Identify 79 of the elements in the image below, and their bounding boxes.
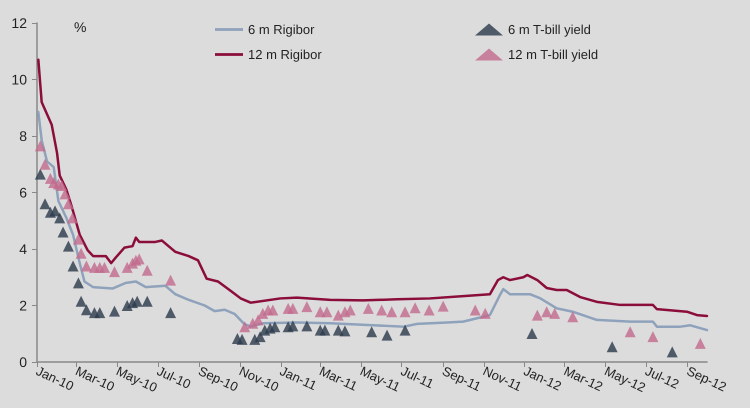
point bbox=[526, 328, 538, 339]
point bbox=[301, 320, 312, 332]
point bbox=[60, 188, 71, 200]
point bbox=[76, 248, 87, 259]
point bbox=[666, 346, 678, 358]
point bbox=[344, 304, 356, 316]
point bbox=[362, 302, 374, 314]
point bbox=[267, 304, 278, 316]
point bbox=[122, 262, 133, 273]
point bbox=[339, 325, 350, 336]
point bbox=[40, 198, 51, 210]
point bbox=[66, 212, 78, 224]
point bbox=[694, 338, 706, 349]
legend-label: 12 m T-bill yield bbox=[508, 47, 598, 62]
point bbox=[58, 226, 69, 238]
point bbox=[40, 158, 51, 170]
point bbox=[269, 321, 280, 332]
point bbox=[438, 300, 449, 312]
point bbox=[94, 307, 106, 318]
point bbox=[142, 264, 153, 276]
point bbox=[239, 321, 250, 332]
point bbox=[165, 307, 176, 318]
y-tick-label: 0 bbox=[19, 354, 28, 370]
point bbox=[386, 306, 398, 318]
point bbox=[424, 304, 435, 316]
point bbox=[62, 198, 74, 210]
point bbox=[236, 334, 248, 345]
point bbox=[410, 302, 421, 314]
point bbox=[332, 310, 344, 321]
point bbox=[606, 341, 618, 352]
point bbox=[54, 212, 66, 224]
point bbox=[321, 306, 332, 318]
point bbox=[72, 234, 84, 245]
point bbox=[165, 274, 176, 286]
point bbox=[80, 260, 92, 272]
y-tick-label: 6 bbox=[19, 184, 28, 200]
y-tick-label: 10 bbox=[11, 72, 28, 88]
point bbox=[62, 240, 74, 252]
point bbox=[76, 296, 87, 307]
point bbox=[134, 253, 145, 264]
point bbox=[34, 140, 46, 152]
point bbox=[56, 180, 68, 191]
point bbox=[34, 168, 46, 180]
point bbox=[108, 266, 120, 278]
point bbox=[68, 260, 79, 272]
point bbox=[287, 302, 298, 314]
y-tick-label: 2 bbox=[19, 298, 28, 314]
point bbox=[252, 314, 264, 326]
point bbox=[470, 304, 481, 316]
point bbox=[287, 320, 298, 332]
point bbox=[366, 326, 378, 338]
point bbox=[132, 296, 143, 307]
point bbox=[400, 306, 411, 318]
point bbox=[50, 205, 61, 216]
legend-label: 6 m T-bill yield bbox=[508, 22, 591, 37]
point bbox=[376, 304, 388, 316]
point bbox=[98, 262, 110, 273]
y-tick-label: 8 bbox=[19, 128, 28, 144]
point bbox=[80, 304, 92, 316]
point bbox=[567, 311, 578, 322]
point bbox=[549, 308, 560, 319]
y-axis-title: % bbox=[74, 19, 86, 35]
legend-label: 12 m Rigibor bbox=[248, 47, 322, 62]
point bbox=[72, 277, 84, 288]
point bbox=[301, 301, 312, 312]
point bbox=[108, 306, 120, 317]
point bbox=[532, 310, 543, 321]
point bbox=[142, 296, 153, 307]
point bbox=[319, 324, 330, 336]
point bbox=[647, 331, 658, 342]
point bbox=[400, 324, 411, 336]
y-tick-label: 4 bbox=[19, 241, 28, 257]
legend-label: 6 m Rigibor bbox=[248, 22, 316, 37]
point bbox=[541, 306, 552, 318]
y-tick-label: 12 bbox=[11, 15, 28, 31]
point bbox=[624, 326, 636, 338]
point bbox=[382, 330, 393, 341]
x-tick-label: Jul-11 bbox=[398, 363, 436, 392]
point bbox=[480, 308, 491, 319]
